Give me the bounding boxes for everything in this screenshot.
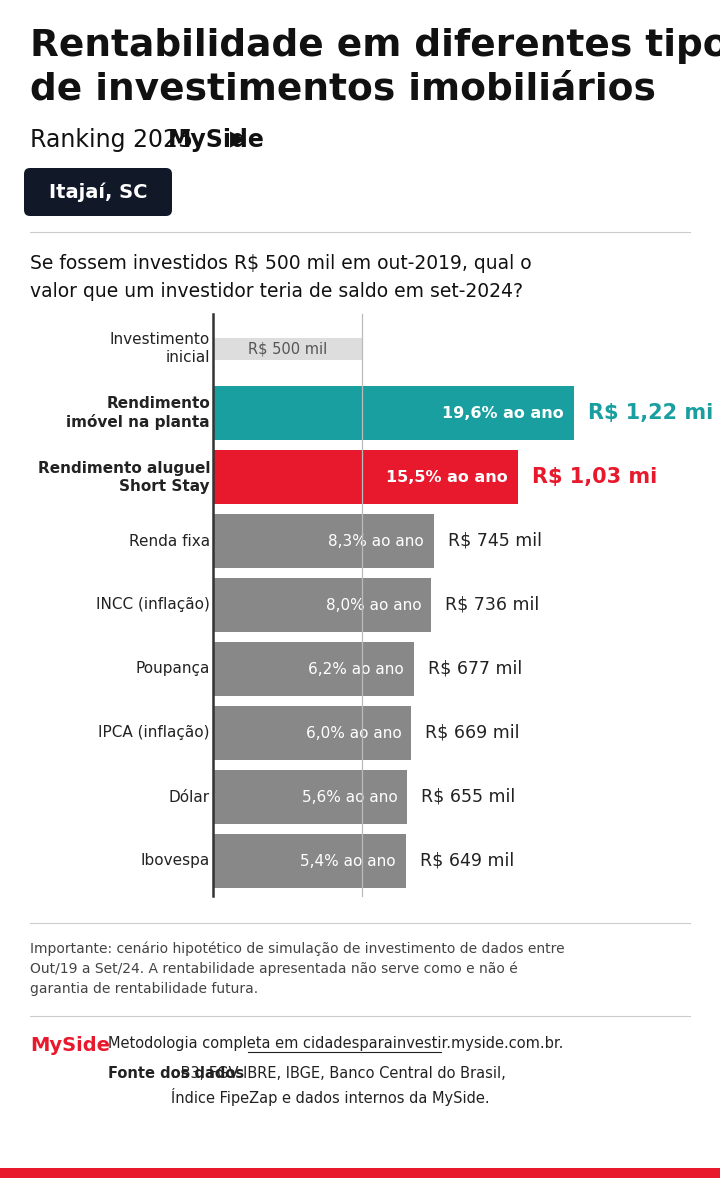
Text: R$ 500 mil: R$ 500 mil xyxy=(248,342,328,357)
Text: ▶: ▶ xyxy=(230,130,246,148)
Text: Metodologia completa em cidadesparainvestir.myside.com.br.: Metodologia completa em cidadesparainves… xyxy=(108,1035,563,1051)
Text: Se fossem investidos R$ 500 mil em out-2019, qual o: Se fossem investidos R$ 500 mil em out-2… xyxy=(30,254,531,273)
Text: R$ 1,03 mi: R$ 1,03 mi xyxy=(532,466,657,487)
Text: Importante: cenário hipotético de simulação de investimento de dados entre
Out/1: Importante: cenário hipotético de simula… xyxy=(30,941,564,997)
Bar xyxy=(214,770,408,823)
Text: Dólar: Dólar xyxy=(169,789,210,805)
Text: INCC (inflação): INCC (inflação) xyxy=(96,597,210,613)
Bar xyxy=(214,834,405,888)
Text: Itajaí, SC: Itajaí, SC xyxy=(49,183,148,201)
Text: 8,3% ao ano: 8,3% ao ano xyxy=(328,534,424,549)
Text: Rentabilidade em diferentes tipos: Rentabilidade em diferentes tipos xyxy=(30,28,720,64)
FancyBboxPatch shape xyxy=(24,168,172,216)
Text: R$ 736 mil: R$ 736 mil xyxy=(445,596,539,614)
Text: 5,4% ao ano: 5,4% ao ano xyxy=(300,854,395,868)
Text: 6,0% ao ano: 6,0% ao ano xyxy=(306,726,402,741)
Bar xyxy=(214,706,411,760)
Bar xyxy=(214,450,518,504)
Bar xyxy=(0,1169,720,1178)
Text: : B3, FGV IBRE, IBGE, Banco Central do Brasil,
Índice FipeZap e dados internos d: : B3, FGV IBRE, IBGE, Banco Central do B… xyxy=(171,1066,506,1106)
Text: Ibovespa: Ibovespa xyxy=(140,854,210,868)
Text: valor que um investidor teria de saldo em set-2024?: valor que um investidor teria de saldo e… xyxy=(30,282,523,302)
Text: 6,2% ao ano: 6,2% ao ano xyxy=(308,662,404,676)
Text: de investimentos imobiliários: de investimentos imobiliários xyxy=(30,72,656,108)
Text: R$ 655 mil: R$ 655 mil xyxy=(421,788,516,806)
Text: Fonte dos dados: Fonte dos dados xyxy=(108,1066,244,1081)
Text: Renda fixa: Renda fixa xyxy=(129,534,210,549)
Text: R$ 677 mil: R$ 677 mil xyxy=(428,660,522,679)
Bar xyxy=(214,386,574,441)
Text: 5,6% ao ano: 5,6% ao ano xyxy=(302,789,397,805)
Text: R$ 669 mil: R$ 669 mil xyxy=(426,724,520,742)
Text: 15,5% ao ano: 15,5% ao ano xyxy=(386,470,508,484)
Bar xyxy=(214,578,431,633)
Text: Poupança: Poupança xyxy=(135,662,210,676)
Text: MySide: MySide xyxy=(30,1035,110,1055)
Text: Rendimento
imóvel na planta: Rendimento imóvel na planta xyxy=(66,396,210,430)
Text: Investimento
inicial: Investimento inicial xyxy=(109,332,210,365)
Text: IPCA (inflação): IPCA (inflação) xyxy=(99,726,210,741)
Text: MySide: MySide xyxy=(168,128,265,152)
Bar xyxy=(214,642,414,696)
Text: Ranking 2025: Ranking 2025 xyxy=(30,128,201,152)
Bar xyxy=(214,514,434,568)
Bar xyxy=(214,338,361,360)
Text: R$ 649 mil: R$ 649 mil xyxy=(420,852,514,871)
Text: Rendimento aluguel
Short Stay: Rendimento aluguel Short Stay xyxy=(37,461,210,494)
Text: R$ 1,22 mi: R$ 1,22 mi xyxy=(588,403,714,423)
Text: 8,0% ao ano: 8,0% ao ano xyxy=(325,597,421,613)
Text: 19,6% ao ano: 19,6% ao ano xyxy=(442,405,564,421)
Text: R$ 745 mil: R$ 745 mil xyxy=(448,532,542,550)
